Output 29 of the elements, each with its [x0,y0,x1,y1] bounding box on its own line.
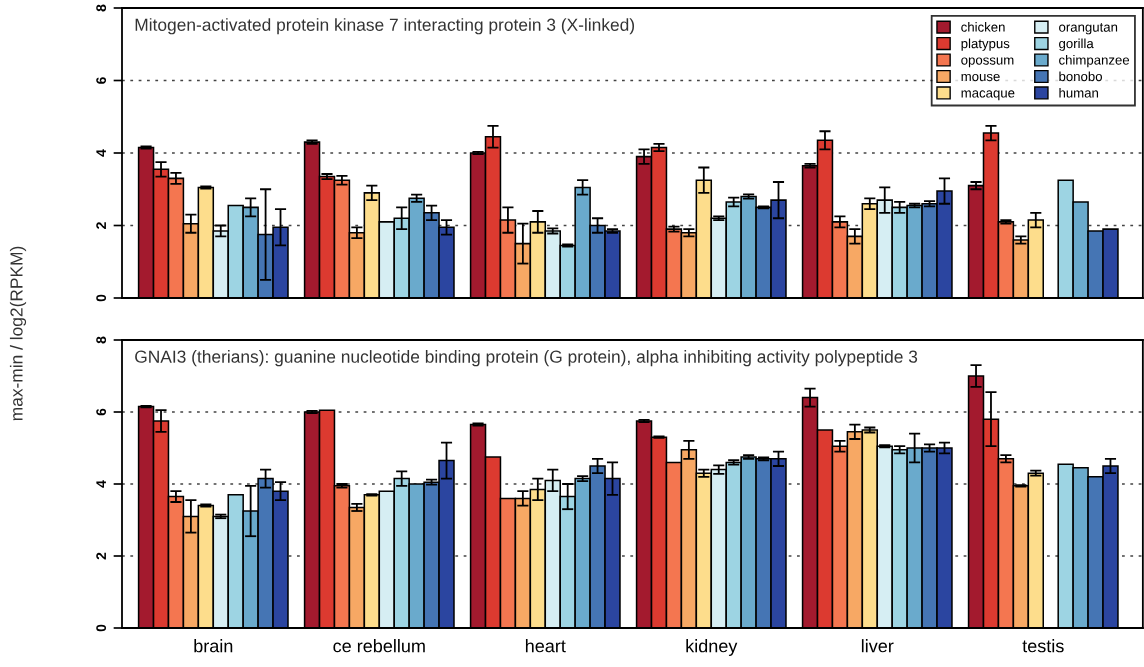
x-tick-label: testis [1022,639,1064,653]
y-tick-label: 0 [96,624,107,632]
legend-label: chicken [961,22,1005,32]
legend-label: mouse [961,73,1000,82]
y-tick-label: 2 [96,222,106,229]
x-tick-label: brain [194,639,233,653]
legend-label: gorilla [1059,38,1094,51]
x-tick-label: heart [525,639,566,653]
legend-label: platypus [961,38,1010,51]
y-tick-label: 0 [96,294,107,302]
legend-label: human [1059,87,1099,98]
legend-label: macaque [961,90,1015,101]
legend-label: opossum [961,57,1014,68]
y-tick-label: 6 [96,77,107,84]
x-tick-label: liver [861,639,894,653]
text: GNAI3 (therians): guanine nucleotide binding protein (G protein), alpha inhibiting activity polypeptide 3 [135,350,918,367]
x-tick-label: ce rebellum [333,639,425,653]
legend-label: orangutan [1059,23,1118,35]
legend-label: chimpanzee [1059,54,1130,68]
y-tick-label: 4 [96,149,106,157]
y-axis-title: max-min / log2(RPKM) [9,246,27,421]
y-tick-label: 6 [96,408,107,416]
legend-label: bonobo [1059,71,1102,82]
y-tick-label: 2 [96,552,106,560]
x-tick-label: kidney [686,639,738,656]
text: Mitogen-activated protein kinase 7 interacting protein 3 (X-linked) [135,18,635,35]
y-tick-label: 8 [96,4,107,12]
y-tick-label: 4 [96,480,106,488]
y-tick-label: 8 [96,336,107,344]
